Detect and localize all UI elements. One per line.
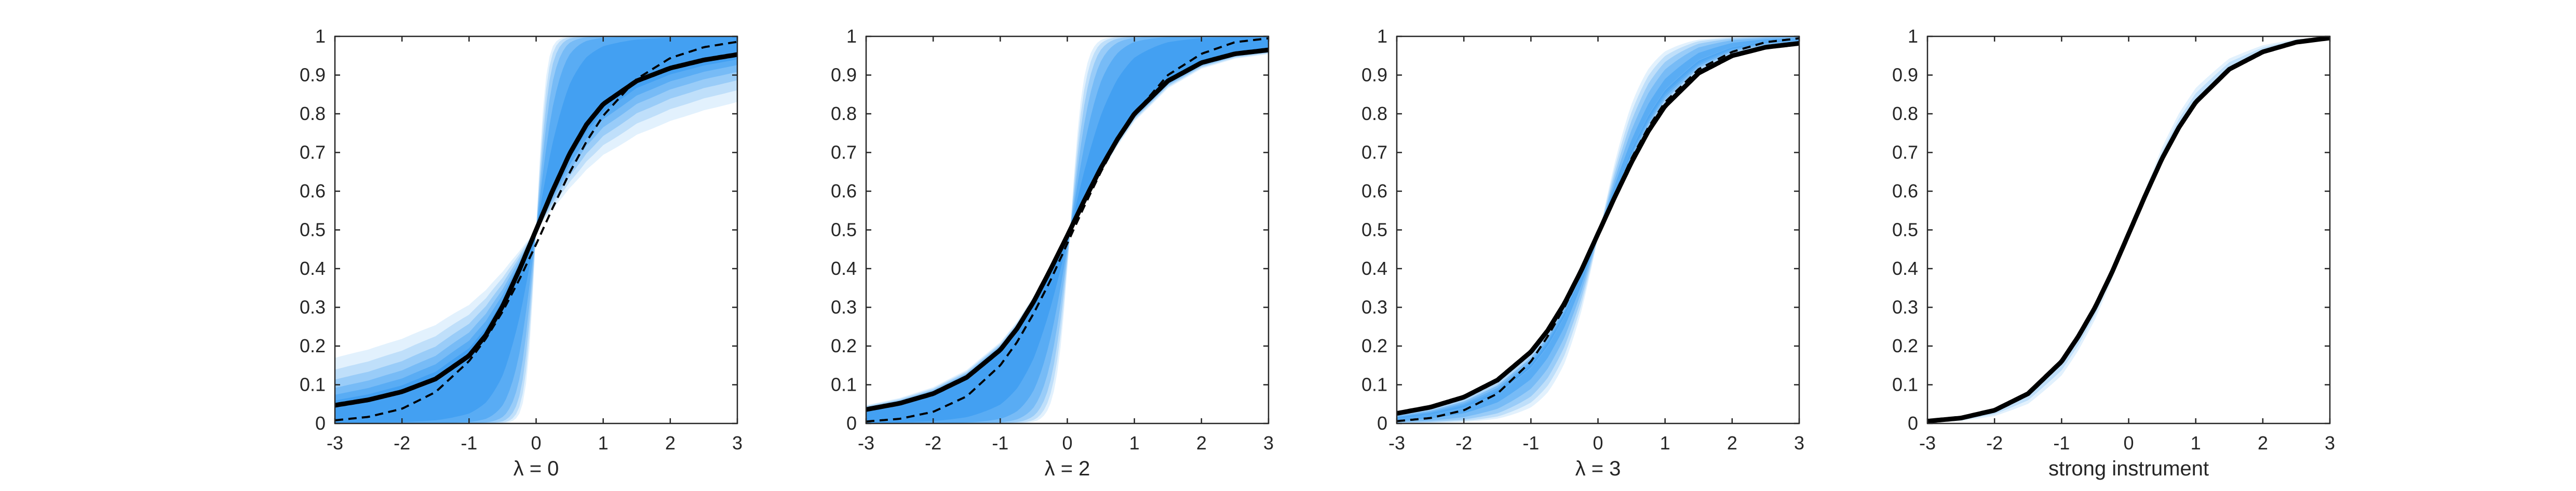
- x-axis-label: λ = 2: [1045, 457, 1090, 480]
- panel-1: -3 -2 -1 0 1 2 3 0 0.1 0.2 0.3 0.4 0.5 0.6 0.7 0.8 0.9 1 λ…: [300, 25, 743, 480]
- reference-curve-dashed: [866, 37, 1269, 423]
- y-tick-label: 0.5: [300, 219, 326, 241]
- x-tick-label: 0: [2123, 432, 2134, 454]
- y-tick-label: 0.6: [1892, 180, 1918, 202]
- x-axis-label: λ = 3: [1575, 457, 1621, 480]
- plot-area: [1397, 36, 1799, 423]
- y-tick-label: 1: [1908, 25, 1918, 47]
- y-tick-label: 0.1: [1892, 374, 1918, 395]
- x-tick-label: 3: [732, 432, 743, 454]
- y-tick-label: 0: [1377, 413, 1387, 434]
- y-tick-label: 0.6: [300, 180, 326, 202]
- x-tick-label: -3: [1388, 432, 1405, 454]
- x-tick-label: 3: [1794, 432, 1804, 454]
- x-tick-label: 0: [1062, 432, 1072, 454]
- x-tick-label: 2: [1727, 432, 1737, 454]
- y-tick-label: 0.8: [831, 103, 857, 124]
- y-tick-label: 0.7: [831, 142, 857, 163]
- reference-curve-dashed: [335, 41, 737, 421]
- y-tick-label: 0.9: [831, 64, 857, 86]
- y-tick-label: 0.5: [831, 219, 857, 241]
- y-tick-label: 0.3: [831, 297, 857, 318]
- y-tick-label: 0.7: [1361, 142, 1387, 163]
- y-tick-label: 0.1: [300, 374, 326, 395]
- y-tick-label: 0.9: [1361, 64, 1387, 86]
- y-tick-label: 0.4: [831, 258, 857, 279]
- y-tick-label: 0.7: [300, 142, 326, 163]
- y-tick-label: 0.3: [1892, 297, 1918, 318]
- y-tick-label: 1: [846, 25, 857, 47]
- x-axis-label: λ = 0: [514, 457, 559, 480]
- y-tick-label: 0.4: [1361, 258, 1387, 279]
- median-curve: [1927, 36, 2330, 423]
- band-layer-2: [335, 36, 737, 423]
- reference-curve-dashed: [1397, 37, 1799, 422]
- median-curve: [866, 47, 1269, 412]
- y-tick-label: 0.5: [1361, 219, 1387, 241]
- y-tick-label: 0.7: [1892, 142, 1918, 163]
- plot-area: [335, 36, 737, 423]
- y-tick-label: 0.4: [1892, 258, 1918, 279]
- y-tick-label: 0.9: [300, 64, 326, 86]
- median-curve: [1397, 41, 1799, 416]
- y-tick-label: 0.8: [300, 103, 326, 124]
- x-tick-label: 1: [2191, 432, 2201, 454]
- y-tick-label: 0.3: [300, 297, 326, 318]
- y-tick-label: 0.6: [831, 180, 857, 202]
- panel-3: -3 -2 -1 0 1 2 3 0 0.1 0.2 0.3 0.4 0.5 0.6 0.7 0.8 0.9 1 λ…: [1361, 25, 1804, 480]
- y-tick-label: 0: [1908, 413, 1918, 434]
- x-axis-label: strong instrument: [2048, 457, 2209, 480]
- band-layer-3: [335, 36, 737, 423]
- x-tick-label: 3: [2325, 432, 2335, 454]
- x-tick-label: 3: [1263, 432, 1274, 454]
- x-tick-label: -1: [461, 432, 477, 454]
- panel-4: -3 -2 -1 0 1 2 3 0 0.1 0.2 0.3 0.4 0.5 0.6 0.7 0.8 0.9 1 s…: [1892, 25, 2335, 480]
- y-tick-label: 1: [315, 25, 326, 47]
- x-tick-label: -1: [992, 432, 1008, 454]
- x-tick-label: 1: [598, 432, 609, 454]
- x-tick-label: 2: [1196, 432, 1207, 454]
- median-curve: [335, 52, 737, 408]
- y-tick-label: 1: [1377, 25, 1387, 47]
- x-tick-label: -2: [394, 432, 410, 454]
- y-tick-label: 0.6: [1361, 180, 1387, 202]
- x-tick-label: 2: [2258, 432, 2268, 454]
- panel-2: -3 -2 -1 0 1 2 3 0 0.1 0.2 0.3 0.4 0.5 0.6 0.7 0.8 0.9 1 λ…: [831, 25, 1274, 480]
- x-tick-label: 1: [1660, 432, 1670, 454]
- panels-group: -3 -2 -1 0 1 2 3 0 0.1 0.2 0.3 0.4 0.5 0.6 0.7 0.8 0.9 1 λ…: [300, 25, 2335, 480]
- y-tick-label: 0.8: [1361, 103, 1387, 124]
- y-tick-label: 0.2: [1892, 335, 1918, 356]
- plot-area: [866, 36, 1269, 423]
- y-tick-label: 0.1: [831, 374, 857, 395]
- band-layer-1: [335, 36, 737, 423]
- x-tick-label: 2: [665, 432, 676, 454]
- x-tick-label: -2: [1986, 432, 2003, 454]
- x-tick-label: -2: [1455, 432, 1472, 454]
- x-tick-label: -3: [327, 432, 343, 454]
- band-layer-4: [335, 36, 737, 423]
- y-tick-label: 0.4: [300, 258, 326, 279]
- y-tick-label: 0.8: [1892, 103, 1918, 124]
- y-tick-label: 0: [315, 413, 326, 434]
- x-tick-label: -3: [858, 432, 874, 454]
- x-tick-label: -2: [925, 432, 941, 454]
- x-tick-label: -1: [2053, 432, 2070, 454]
- y-tick-label: 0.2: [1361, 335, 1387, 356]
- y-tick-label: 0: [846, 413, 857, 434]
- x-tick-label: -1: [1522, 432, 1539, 454]
- y-tick-label: 0.2: [300, 335, 326, 356]
- y-tick-label: 0.5: [1892, 219, 1918, 241]
- x-tick-label: -3: [1919, 432, 1936, 454]
- plot-area: [1927, 36, 2330, 423]
- y-tick-label: 0.1: [1361, 374, 1387, 395]
- y-tick-label: 0.3: [1361, 297, 1387, 318]
- x-tick-label: 0: [531, 432, 541, 454]
- y-tick-label: 0.2: [831, 335, 857, 356]
- x-tick-label: 1: [1129, 432, 1140, 454]
- y-tick-label: 0.9: [1892, 64, 1918, 86]
- x-tick-label: 0: [1593, 432, 1603, 454]
